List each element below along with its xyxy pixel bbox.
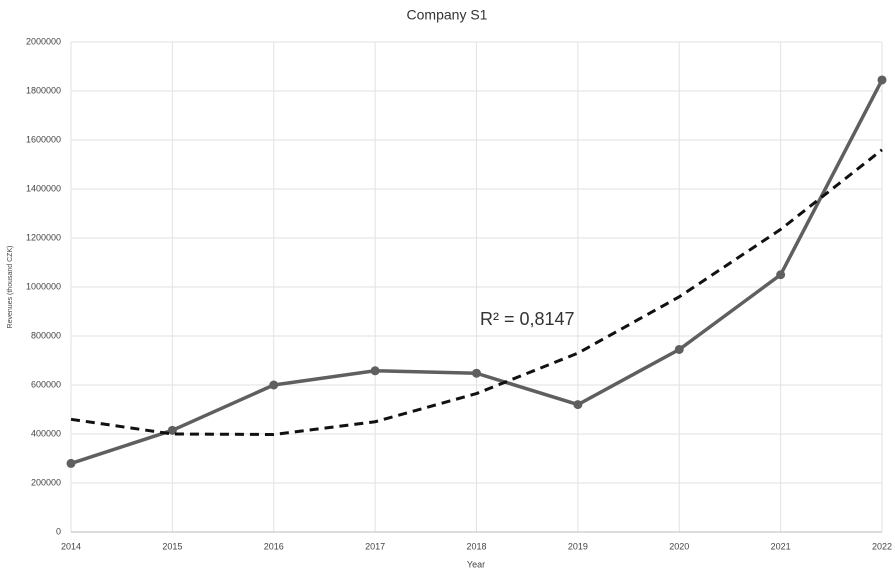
trend-line [70,148,883,436]
y-tick-label: 1000000 [26,281,61,291]
y-tick-label: 400000 [31,428,61,438]
y-tick-label: 800000 [31,330,61,340]
data-point [167,425,177,435]
data-point [370,366,380,376]
y-tick-label: 1400000 [26,183,61,193]
y-tick-label: 1200000 [26,232,61,242]
annotation: R² = 0,8147 [480,309,575,329]
chart-title: Company S1 [407,7,488,23]
data-point [573,400,583,410]
data-point [472,368,481,378]
data-point [674,344,684,354]
x-tick-label: 2017 [365,541,385,551]
x-tick-label: 2022 [872,541,892,551]
x-tick-label: 2021 [771,541,791,551]
x-tick-label: 2020 [669,541,689,551]
data-point [66,458,76,468]
y-tick-label: 2000000 [26,36,61,46]
x-tick-label: 2019 [568,541,588,551]
y-tick-label: 200000 [31,477,61,487]
data-point [877,75,887,85]
y-tick-label: 1800000 [26,85,61,95]
x-tick-label: 2018 [466,541,486,551]
y-tick-label: 600000 [31,379,61,389]
y-tick-label: 0 [56,526,61,536]
y-tick-label: 1600000 [26,134,61,144]
y-axis-label: Revenues (thousand CZK) [7,246,14,329]
data-point [269,380,279,390]
x-tick-label: 2016 [264,541,284,551]
x-axis-label: Year [467,559,485,569]
x-tick-label: 2014 [61,541,81,551]
x-tick-label: 2015 [162,541,182,551]
data-point [776,270,786,280]
